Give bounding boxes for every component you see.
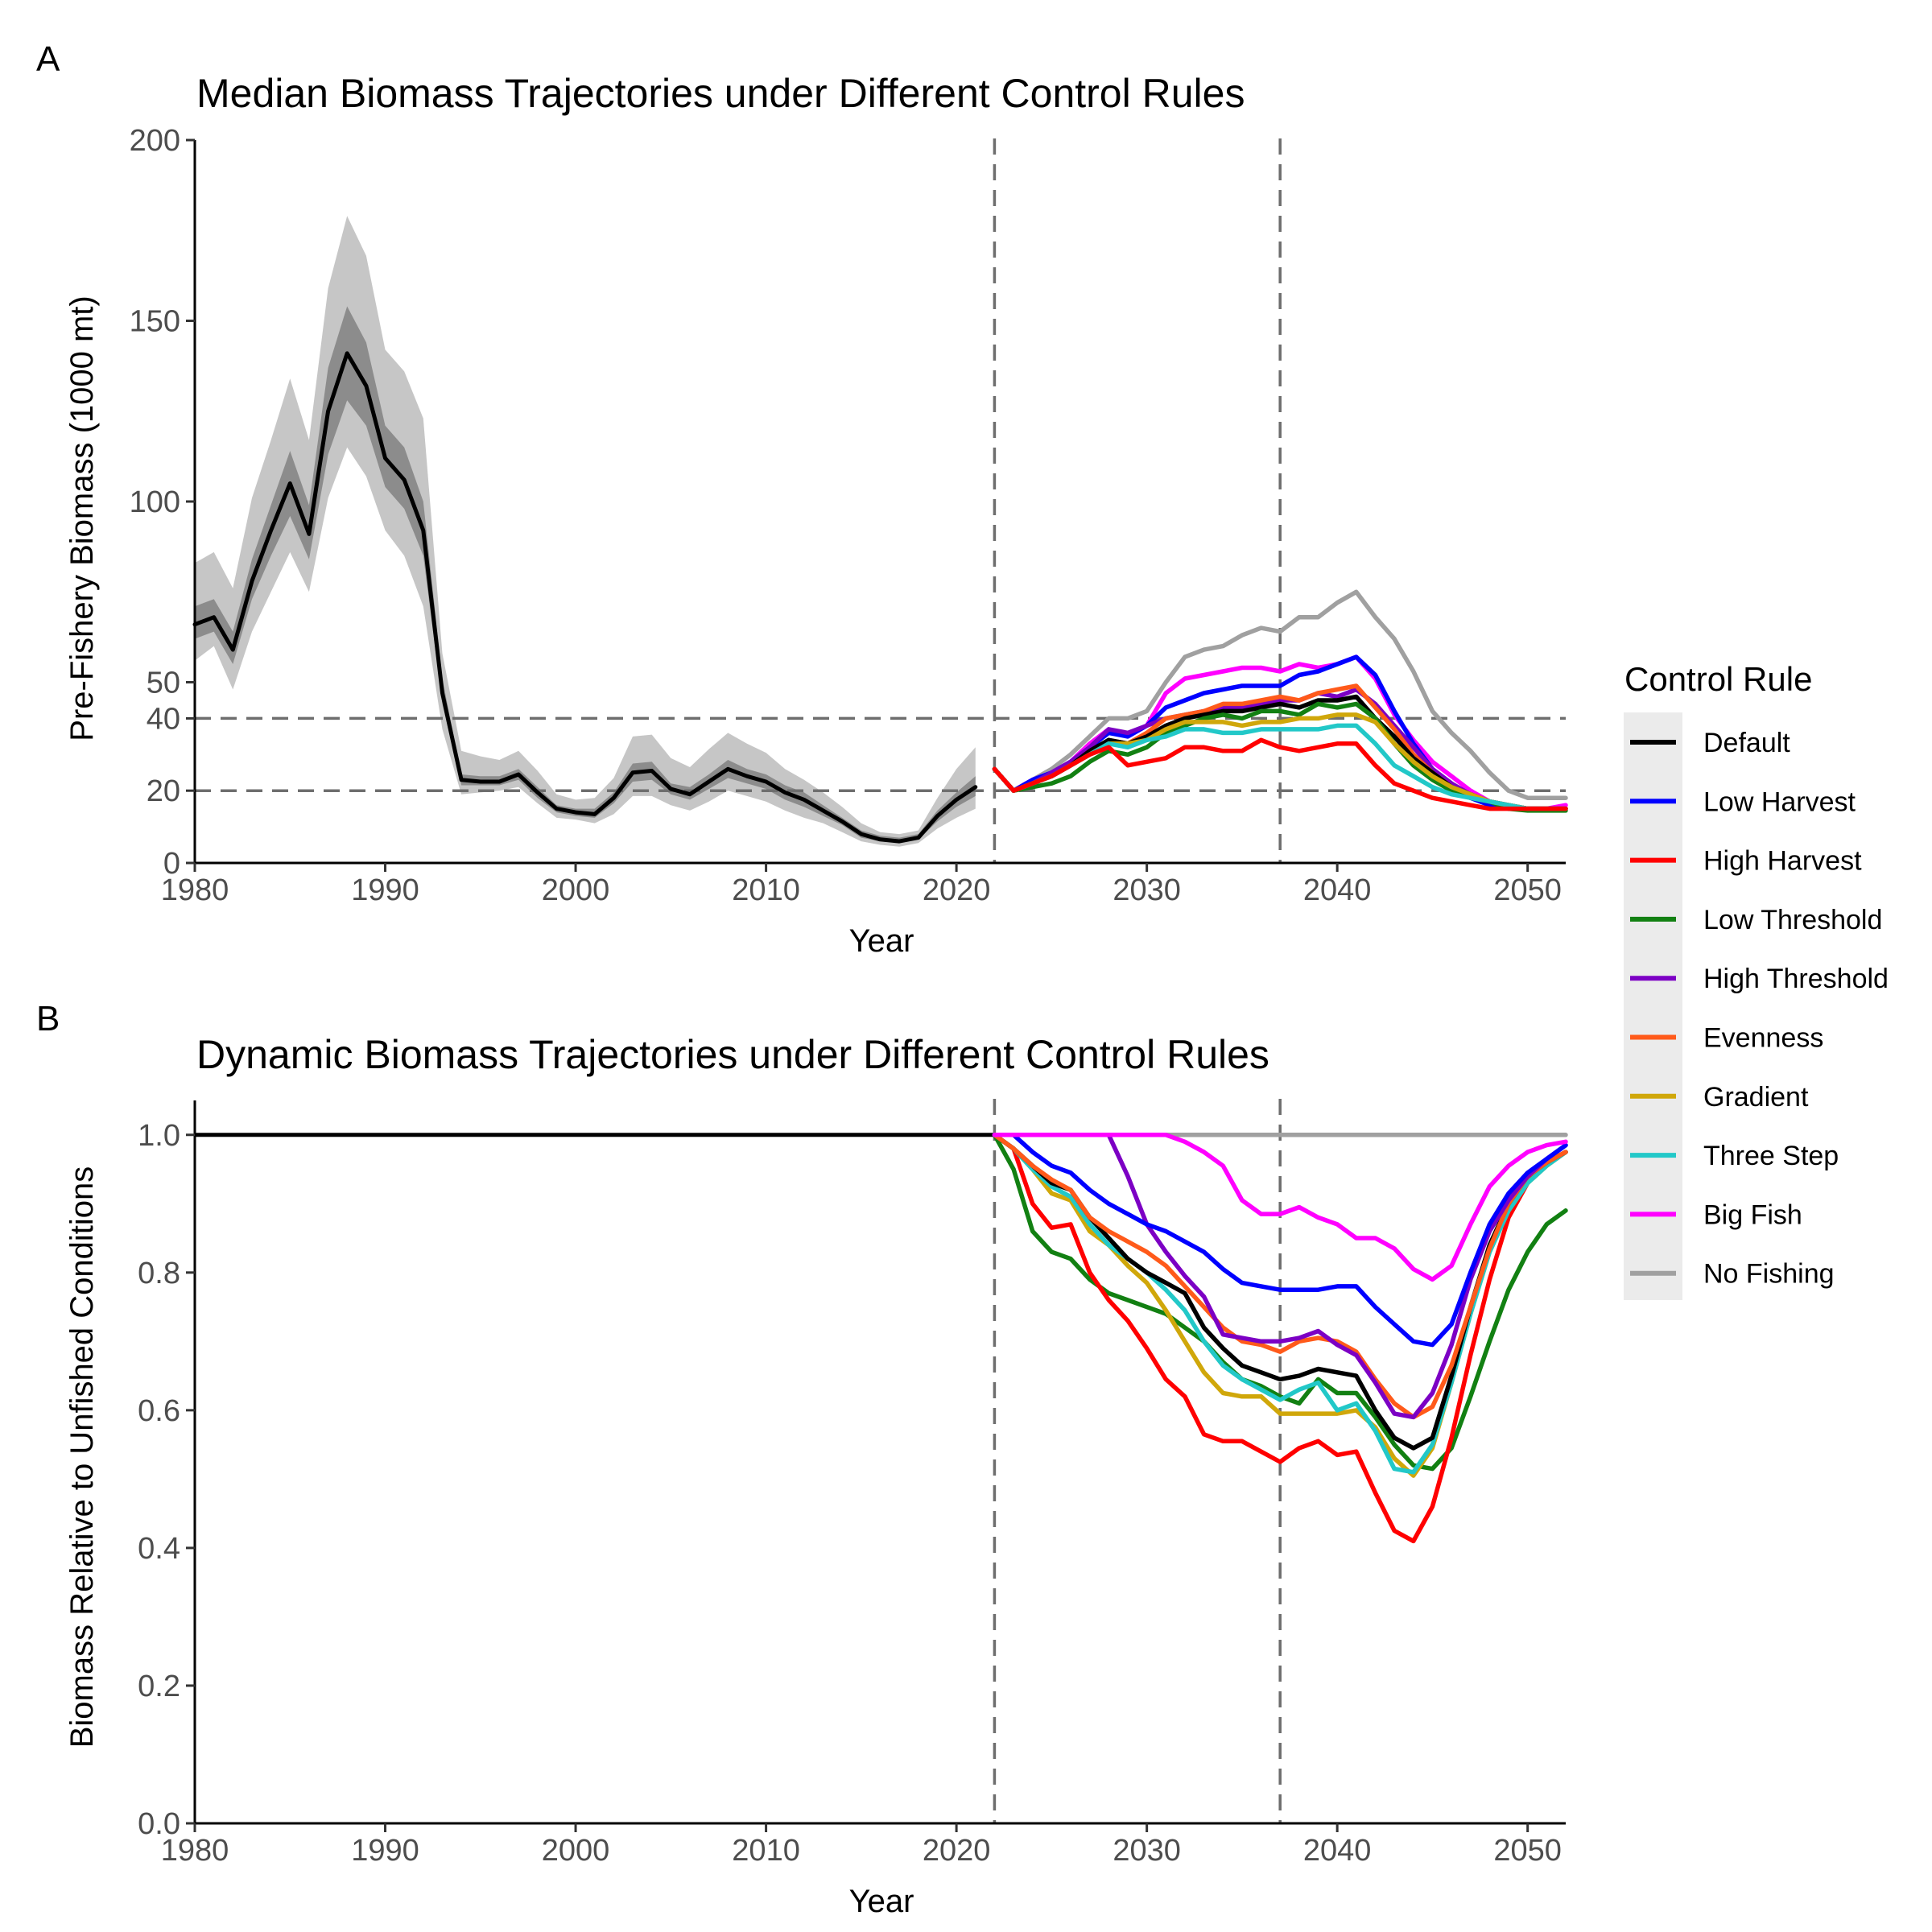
y-tick-label: 1.0 xyxy=(138,1119,180,1153)
panel-a-reference-lines xyxy=(195,138,1566,863)
x-tick-label: 2000 xyxy=(542,873,610,907)
legend-label-high-harvest: High Harvest xyxy=(1703,846,1862,877)
x-tick-label: 2040 xyxy=(1303,1834,1372,1868)
x-tick-label: 2010 xyxy=(732,1834,800,1868)
legend-label-gradient: Gradient xyxy=(1703,1082,1809,1113)
legend-key-background xyxy=(1624,712,1682,1300)
panel-b-y-axis-title: Biomass Relative to Unfished Conditions xyxy=(64,1166,100,1748)
x-tick-label: 1990 xyxy=(351,873,419,907)
panel-a-title: Median Biomass Trajectories under Differ… xyxy=(196,71,1245,116)
legend-label-three-step: Three Step xyxy=(1703,1141,1839,1171)
panel-b-tag: B xyxy=(36,999,60,1038)
y-tick-label: 0.6 xyxy=(138,1394,180,1428)
panel-b: B Dynamic Biomass Trajectories under Dif… xyxy=(36,999,1568,1919)
panel-a: A Median Biomass Trajectories under Diff… xyxy=(36,39,1568,959)
panel-a-axes: 1980 1990 2000 2010 2020 2030 2040 205002040501… xyxy=(130,124,1566,907)
panel-b-series-lines xyxy=(195,1133,1568,1544)
y-tick-label: 0 xyxy=(163,847,180,881)
series-line-low-harvest xyxy=(992,1133,1568,1348)
legend-label-high-threshold: High Threshold xyxy=(1703,964,1889,994)
legend-title: Control Rule xyxy=(1624,660,1812,698)
inner-uncertainty-band xyxy=(195,306,976,844)
x-tick-label: 2050 xyxy=(1493,1834,1562,1868)
y-tick-label: 200 xyxy=(130,124,180,158)
x-tick-label: 2030 xyxy=(1113,1834,1181,1868)
y-tick-label: 150 xyxy=(130,305,180,339)
x-tick-label: 2010 xyxy=(732,873,800,907)
panel-a-uncertainty-bands xyxy=(195,216,976,847)
panel-b-title: Dynamic Biomass Trajectories under Diffe… xyxy=(196,1032,1269,1077)
y-tick-label: 0.0 xyxy=(138,1807,180,1841)
y-tick-label: 20 xyxy=(147,774,180,808)
legend-items: Default Low Harvest High Harvest Low Thresh… xyxy=(1630,728,1889,1290)
panel-a-tag: A xyxy=(36,39,60,79)
legend: Control Rule Default Low Harvest High Harv… xyxy=(1624,660,1889,1300)
x-tick-label: 2020 xyxy=(923,1834,991,1868)
series-line-big-fish xyxy=(992,1133,1568,1282)
x-tick-label: 2040 xyxy=(1303,873,1372,907)
y-tick-label: 40 xyxy=(147,702,180,736)
series-line-evenness xyxy=(992,1133,1568,1420)
x-tick-label: 1990 xyxy=(351,1834,419,1868)
y-tick-label: 0.8 xyxy=(138,1257,180,1290)
x-tick-label: 2000 xyxy=(542,1834,610,1868)
panel-a-series-lines xyxy=(192,351,1568,844)
panel-b-x-axis-title: Year xyxy=(849,1884,914,1919)
legend-label-default: Default xyxy=(1703,728,1790,758)
series-line-high-harvest xyxy=(992,737,1568,811)
outer-uncertainty-band xyxy=(195,216,976,847)
x-tick-label: 1980 xyxy=(161,1834,229,1868)
y-tick-label: 0.4 xyxy=(138,1532,180,1566)
x-tick-label: 2030 xyxy=(1113,873,1181,907)
series-line-low-threshold xyxy=(992,1133,1568,1472)
historical-median-line xyxy=(192,351,978,844)
series-line-no-fishing xyxy=(992,589,1568,800)
x-tick-label: 2050 xyxy=(1493,873,1562,907)
x-tick-label: 1980 xyxy=(161,873,229,907)
y-tick-label: 100 xyxy=(130,485,180,519)
legend-label-low-harvest: Low Harvest xyxy=(1703,786,1856,817)
y-tick-label: 50 xyxy=(147,667,180,700)
panel-b-axes: 1980 1990 2000 2010 2020 2030 2040 2050 0.0 0.2 0.… xyxy=(138,1100,1566,1868)
legend-label-no-fishing: No Fishing xyxy=(1703,1259,1835,1290)
legend-label-evenness: Evenness xyxy=(1703,1023,1823,1054)
y-tick-label: 0.2 xyxy=(138,1670,180,1703)
series-line-big-fish xyxy=(992,654,1568,811)
panel-a-y-axis-title: Pre-Fishery Biomass (1000 mt) xyxy=(64,295,100,741)
series-line-high-harvest xyxy=(992,1133,1568,1544)
panel-a-x-axis-title: Year xyxy=(849,923,914,959)
x-tick-label: 2020 xyxy=(923,873,991,907)
legend-label-low-threshold: Low Threshold xyxy=(1703,905,1882,935)
legend-label-big-fish: Big Fish xyxy=(1703,1199,1802,1230)
